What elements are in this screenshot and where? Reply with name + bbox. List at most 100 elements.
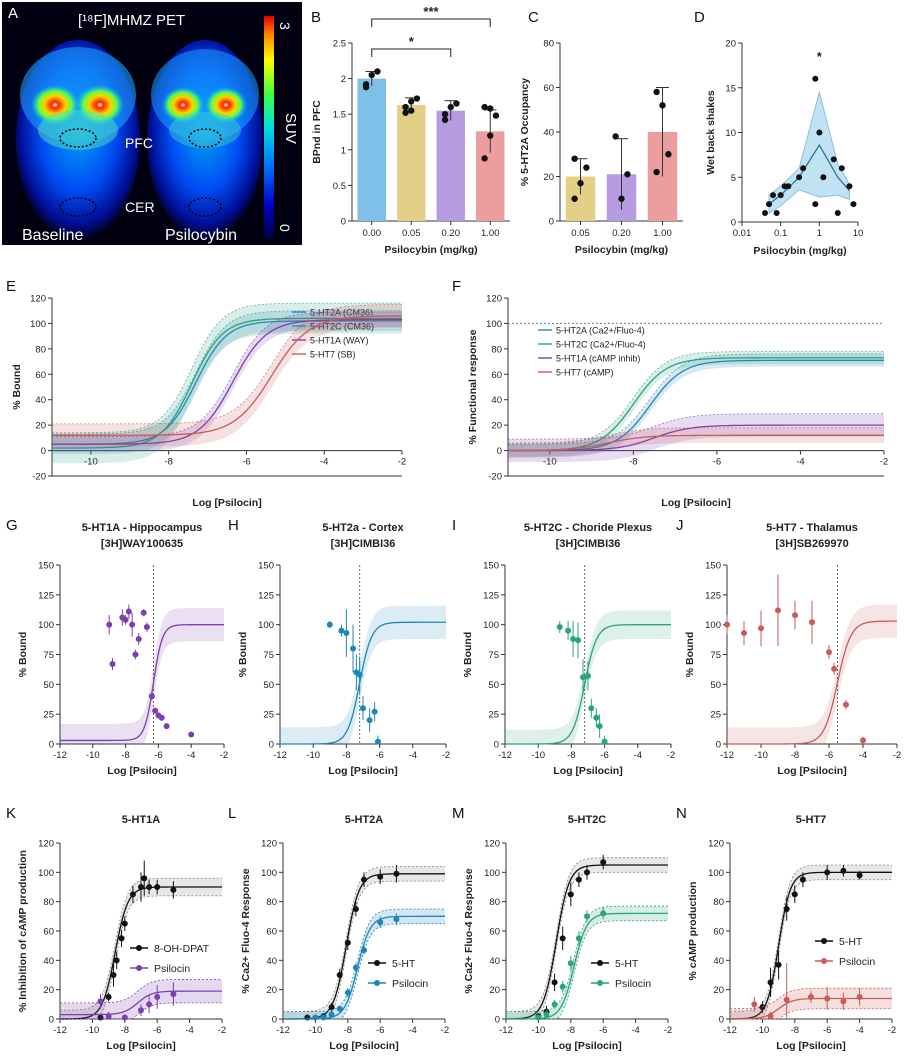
- data-point: [816, 129, 823, 136]
- band-edge: [729, 864, 892, 1013]
- confidence-band: [508, 353, 884, 457]
- data-point: [831, 665, 838, 672]
- x-axis-label: Log [Psilocin]: [776, 1040, 845, 1052]
- legend-label: 5-HT2A (Ca2+/Fluo-4): [556, 326, 645, 336]
- x-tick-label: -8: [791, 750, 799, 761]
- confidence-band: [506, 857, 668, 1019]
- x-tick-label: -6: [375, 750, 383, 761]
- y-tick-label: 20: [725, 39, 736, 50]
- y-tick-label: 25: [263, 710, 274, 721]
- data-point: [659, 102, 666, 109]
- y-tick-label: 125: [258, 590, 274, 601]
- chart-g: 0 25 50 75 100 125 150 -12 -10 -8 -6 -4 -2 Log [Psilo…: [17, 522, 228, 777]
- x-tick-label: -4: [796, 457, 804, 468]
- y-tick-label: 0: [494, 740, 499, 751]
- data-point: [580, 674, 587, 681]
- data-point: [361, 876, 367, 883]
- data-point: [132, 651, 139, 658]
- data-point: [567, 891, 574, 898]
- data-point: [820, 174, 827, 181]
- y-tick-label: 50: [710, 680, 721, 691]
- y-tick-label: 80: [491, 344, 502, 355]
- data-point: [408, 107, 415, 114]
- data-point: [368, 71, 375, 79]
- data-point: [751, 1001, 758, 1008]
- x-axis-label: Log [Psilocin]: [106, 1040, 175, 1052]
- data-point: [441, 116, 449, 124]
- data-point: [453, 100, 460, 107]
- y-tick-label: 0.5: [333, 181, 346, 192]
- chart-i: 0 25 50 75 100 125 150 -12 -10 -8 -6 -4 -2 Log [Psilo…: [462, 522, 675, 777]
- x-tick-label: -2: [441, 1025, 449, 1036]
- pet-condition-baseline: Baseline: [22, 227, 83, 244]
- data-point: [809, 619, 815, 626]
- y-tick-label: 120: [30, 294, 46, 305]
- data-point: [377, 919, 384, 926]
- chart-m: 0 20 40 60 80 100 120 -12 -10 -8 -6 -4 -2 Log [Psiloc…: [463, 814, 672, 1052]
- x-tick-label: -2: [667, 750, 675, 761]
- legend-label: 5-HT7 (cAMP): [556, 368, 614, 378]
- data-point: [97, 998, 104, 1005]
- data-point: [653, 168, 660, 176]
- y-axis-label: % Bound: [462, 632, 474, 678]
- x-tick-label: -8: [344, 1025, 352, 1036]
- y-tick-label: 0: [497, 446, 502, 457]
- legend-label: 5-HT: [839, 936, 863, 948]
- x-tick-label: 0.1: [774, 228, 787, 239]
- fit-line: [51, 318, 403, 445]
- y-tick-label: 0: [49, 740, 54, 751]
- data-point: [141, 875, 148, 882]
- x-axis-label: Psilocybin (mg/kg): [753, 245, 846, 257]
- data-point: [808, 994, 814, 1000]
- y-tick-label: 20: [43, 985, 54, 996]
- y-tick-label: 0: [716, 740, 721, 751]
- data-point: [556, 624, 563, 631]
- x-axis-label: Log [Psilocin]: [192, 497, 261, 509]
- x-tick-label: -4: [320, 457, 328, 468]
- y-axis-label: % 5-HT2A Occupancy: [519, 78, 531, 186]
- data-point: [830, 156, 837, 163]
- data-point: [487, 105, 494, 112]
- y-tick-label: 100: [708, 868, 724, 879]
- band-edge: [51, 304, 403, 425]
- chart-l: 0 20 40 60 80 100 120 -12 -10 -8 -6 -4 -2 Log [Psiloc…: [240, 814, 449, 1052]
- data-point: [758, 625, 764, 632]
- chart-title: 5-HT7 - Thalamus: [766, 522, 858, 534]
- data-point: [840, 867, 847, 874]
- y-tick-label: 60: [266, 927, 277, 938]
- data-point: [846, 183, 853, 190]
- chart-title: 5-HT2C: [568, 814, 607, 826]
- data-point: [783, 996, 790, 1003]
- legend-label: 5-HT7 (SB): [310, 350, 356, 360]
- x-axis-label: Log [Psilocin]: [661, 497, 730, 509]
- y-tick-label: 150: [705, 561, 721, 572]
- y-tick-label: 15: [725, 83, 736, 94]
- x-tick-label: -6: [242, 457, 250, 468]
- band-edge: [729, 987, 892, 1010]
- y-tick-label: 100: [705, 620, 721, 631]
- confidence-band: [52, 304, 402, 447]
- chart-title: 5-HT2A: [345, 814, 384, 826]
- significance-label: *: [817, 49, 823, 64]
- x-tick-label: -2: [888, 1025, 896, 1036]
- data-point: [312, 1014, 319, 1021]
- x-tick-label: -10: [532, 1025, 546, 1036]
- chart-title: 5-HT7: [796, 814, 827, 826]
- y-tick-label: 50: [263, 680, 274, 691]
- data-point: [487, 132, 494, 139]
- bar: [397, 104, 426, 221]
- x-tick-label: -8: [121, 1025, 129, 1036]
- data-point: [140, 609, 147, 616]
- data-point: [584, 913, 590, 920]
- legend-label: Psilocin: [154, 963, 190, 975]
- y-tick-label: 60: [489, 927, 500, 938]
- chart-title: 5-HT2C - Choride Plexus: [524, 522, 652, 534]
- data-point: [567, 960, 574, 967]
- data-point: [812, 75, 819, 82]
- significance-bracket: [371, 18, 491, 27]
- data-point: [143, 624, 150, 631]
- x-tick-label: -4: [187, 750, 195, 761]
- data-point: [105, 994, 112, 1000]
- data-point: [838, 165, 845, 172]
